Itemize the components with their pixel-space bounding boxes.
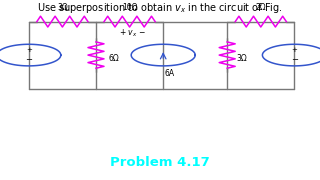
- Text: Problem 4.17: Problem 4.17: [110, 156, 210, 168]
- Text: −: −: [291, 55, 298, 64]
- Text: Superposition Theorem | Electric Circuits: Superposition Theorem | Electric Circuit…: [24, 125, 296, 138]
- Text: 3Ω: 3Ω: [237, 54, 248, 63]
- Text: −: −: [25, 55, 32, 64]
- Text: +: +: [292, 47, 297, 53]
- Text: 6A: 6A: [164, 69, 175, 78]
- Text: 10Ω: 10Ω: [122, 3, 137, 12]
- Text: Use superposition to obtain $v_x$ in the circuit of Fig.: Use superposition to obtain $v_x$ in the…: [37, 1, 283, 15]
- Text: + $v_x$ −: + $v_x$ −: [119, 28, 146, 39]
- Text: 2Ω: 2Ω: [255, 3, 266, 12]
- Text: 3Ω: 3Ω: [57, 3, 68, 12]
- Text: 6Ω: 6Ω: [109, 54, 120, 63]
- Text: +: +: [26, 47, 32, 53]
